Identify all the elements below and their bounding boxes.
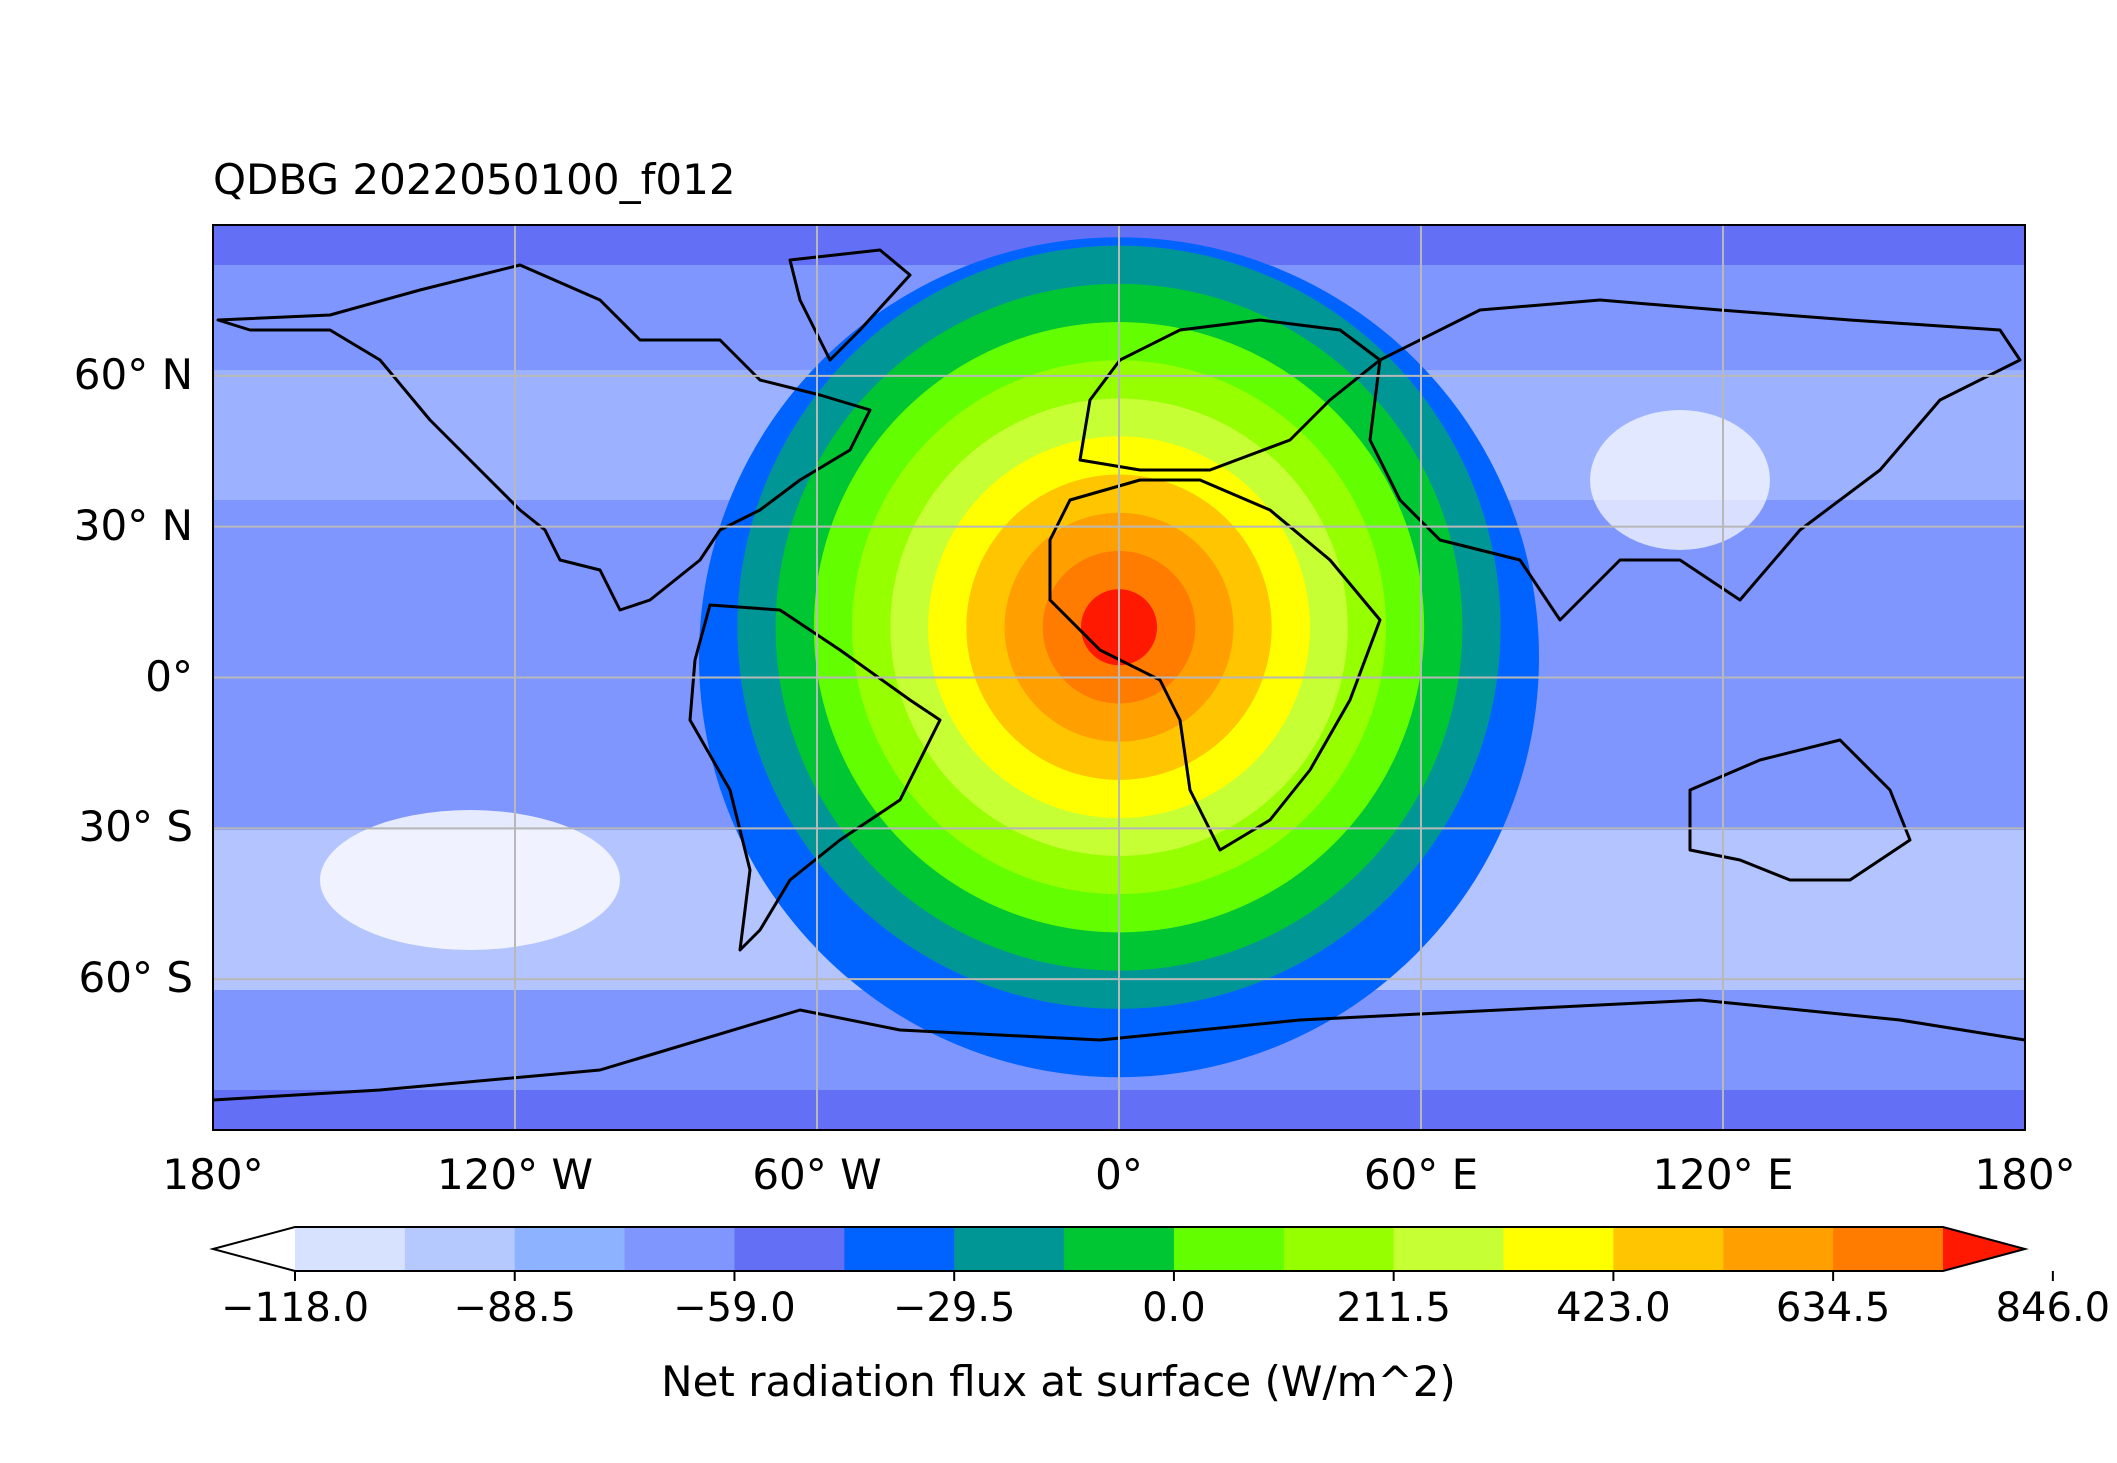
colorbar-segment [1393,1227,1505,1271]
colorbar-segment [1723,1227,1834,1271]
colorbar-tick-label: 846.0 [1995,1285,2111,1331]
colorbar-segment [1613,1227,1724,1271]
colorbar-segment [295,1227,406,1271]
longitude-label: 0° [1095,1150,1143,1199]
coastline-europe [1078,318,1382,472]
colorbar-segment [844,1227,955,1271]
longitude-label: 60° W [752,1150,882,1199]
coastline-asia [1368,298,2022,622]
colorbar-segment [624,1227,735,1271]
colorbar-segment [954,1227,1065,1271]
colorbar-extend-high [1943,1227,2025,1271]
latitude-label: 30° S [78,802,193,852]
ocean-pale-patch-asia [1590,410,1770,550]
colorbar-label: Net radiation flux at surface (W/m^2) [661,1357,1456,1406]
coastline-south-america [688,603,942,952]
colorbar-segment [1283,1227,1395,1271]
colorbar-tick-label: 0.0 [1142,1285,1206,1331]
coastline-australia [1688,738,1912,882]
longitude-label: 120° E [1652,1150,1794,1199]
latitude-label: 30° N [73,500,193,550]
colorbar [209,1226,2054,1281]
coastline-greenland [788,248,912,362]
colorbar-segment [1833,1227,1944,1271]
colorbar-segment [734,1227,845,1271]
colorbar-extend-low [213,1227,295,1271]
colorbar-tick-label: 423.0 [1556,1285,1671,1331]
map-panel [212,224,2026,1131]
latitude-label: 60° N [73,349,193,399]
colorbar-tick-label: −29.5 [892,1285,1016,1331]
colorbar-tick-label: −118.0 [220,1285,370,1331]
colorbar-tick-label: −59.0 [673,1285,796,1331]
coastline-antarctica [213,998,2025,1102]
colorbar-segment [514,1227,626,1271]
colorbar-segment [1503,1227,1614,1271]
colorbar-segment [1064,1227,1175,1271]
map-frame [212,224,2026,1131]
colorbar-tick-label: 211.5 [1336,1285,1451,1331]
longitude-label: 180° [1974,1150,2076,1199]
latitude-label: 0° [145,651,193,701]
gridlines [213,225,2025,1130]
colorbar-segment [1173,1227,1285,1271]
coastline-north-america [216,263,872,612]
coastline-africa [1048,478,1382,852]
colorbar-segment [404,1227,516,1271]
longitude-label: 60° E [1363,1150,1479,1199]
longitude-label: 180° [162,1150,264,1199]
colorbar-tick-label: 634.5 [1775,1285,1891,1331]
map-title: QDBG 2022050100_f012 [213,155,736,204]
colorbar-tick-label: −88.5 [453,1285,577,1331]
coastlines [213,248,2025,1102]
ocean-pale-patch-pacific [320,810,620,950]
latitude-label: 60° S [78,953,193,1003]
longitude-label: 120° W [436,1150,594,1199]
